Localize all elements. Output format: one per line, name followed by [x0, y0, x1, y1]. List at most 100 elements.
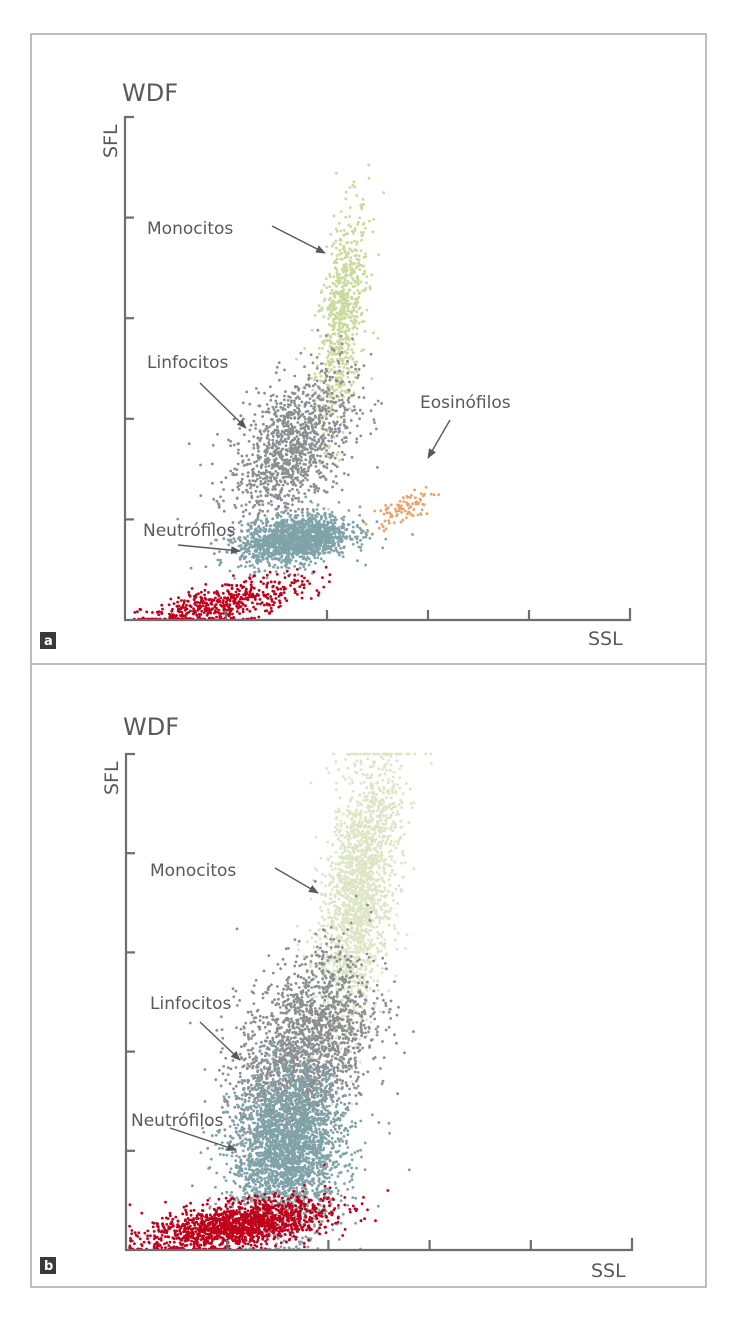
data-point	[301, 422, 305, 426]
data-point	[306, 940, 309, 944]
data-point	[253, 461, 256, 464]
data-point	[344, 355, 348, 359]
data-point	[267, 501, 270, 505]
data-point	[282, 542, 285, 546]
data-point	[341, 323, 345, 327]
data-point	[250, 540, 254, 543]
data-point	[249, 588, 253, 592]
data-point	[379, 949, 383, 953]
data-point	[317, 553, 321, 556]
data-point	[329, 469, 333, 473]
data-point	[407, 502, 410, 506]
data-point	[303, 568, 307, 571]
data-point	[324, 428, 328, 432]
data-point	[387, 519, 391, 522]
data-point	[301, 518, 304, 521]
data-point	[384, 504, 387, 507]
data-point	[332, 327, 336, 330]
data-point	[291, 498, 294, 502]
data-point	[272, 420, 276, 424]
data-point	[336, 371, 340, 375]
data-point	[362, 364, 366, 368]
data-point	[392, 770, 396, 774]
data-point	[267, 411, 271, 414]
data-point	[239, 529, 243, 533]
data-point	[295, 476, 298, 480]
data-point	[179, 607, 183, 611]
data-point	[331, 408, 335, 412]
data-point	[344, 871, 347, 875]
data-point	[257, 589, 261, 592]
data-point	[338, 376, 342, 380]
data-point	[351, 351, 355, 355]
data-point	[265, 585, 269, 589]
data-point	[321, 388, 325, 392]
data-point	[251, 471, 255, 475]
data-point	[277, 417, 281, 421]
data-point	[277, 441, 281, 444]
data-point	[268, 570, 272, 574]
data-point	[322, 423, 326, 427]
data-point	[370, 377, 374, 381]
data-point	[316, 454, 319, 457]
data-point	[315, 366, 319, 370]
data-point	[245, 483, 249, 487]
data-point	[322, 464, 326, 468]
data-point	[236, 451, 240, 455]
data-point	[338, 337, 342, 341]
data-point	[342, 401, 345, 405]
data-point	[313, 488, 317, 492]
data-point	[330, 347, 334, 351]
data-point	[173, 614, 176, 618]
data-point	[334, 383, 338, 386]
data-point	[251, 474, 255, 478]
data-point	[250, 580, 254, 584]
data-point	[337, 282, 340, 285]
data-point	[286, 512, 290, 515]
data-point	[423, 492, 426, 496]
data-point	[356, 283, 360, 287]
data-point	[359, 768, 363, 771]
data-point	[247, 529, 251, 533]
data-point	[346, 291, 349, 295]
data-point	[317, 438, 321, 441]
data-point	[350, 229, 354, 233]
data-point	[205, 603, 209, 606]
data-point	[373, 403, 377, 406]
data-point	[293, 545, 297, 549]
data-point	[262, 576, 265, 580]
data-point	[290, 517, 293, 521]
data-point	[317, 419, 321, 423]
data-point	[261, 415, 264, 418]
data-point	[338, 847, 342, 850]
data-point	[360, 312, 363, 316]
data-point	[347, 288, 351, 292]
data-point	[269, 580, 273, 584]
data-point	[271, 517, 275, 521]
data-point	[361, 519, 365, 522]
data-point	[240, 454, 244, 458]
data-point	[306, 507, 309, 511]
data-point	[351, 183, 355, 187]
data-point	[336, 823, 339, 826]
data-point	[181, 603, 185, 607]
data-point	[314, 514, 317, 518]
data-point	[341, 851, 344, 855]
data-point	[267, 464, 271, 468]
data-point	[337, 325, 341, 328]
data-point	[308, 443, 311, 446]
data-point	[336, 415, 340, 419]
data-point	[370, 273, 374, 277]
data-point	[279, 401, 283, 405]
data-point	[357, 292, 361, 295]
data-point	[351, 305, 355, 309]
data-point	[275, 402, 279, 406]
data-point	[251, 505, 255, 509]
data-point	[295, 451, 299, 454]
data-point	[273, 563, 277, 567]
data-point	[307, 451, 310, 455]
data-point	[350, 241, 353, 245]
data-point	[357, 220, 360, 224]
data-point	[266, 581, 270, 585]
data-point	[330, 434, 334, 438]
